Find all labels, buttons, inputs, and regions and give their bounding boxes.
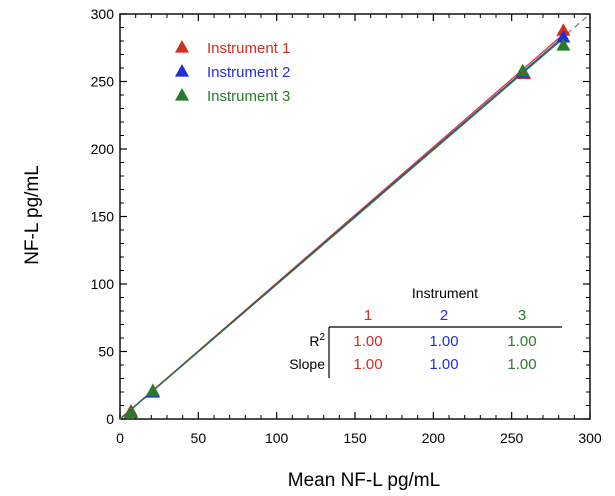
y-tick-label: 300 — [91, 6, 115, 22]
y-tick-label: 50 — [98, 344, 114, 360]
y-tick-label: 200 — [91, 141, 115, 157]
data-point-instrument-1 — [556, 23, 571, 36]
table-column-header: 3 — [518, 307, 526, 324]
data-point-instrument-2 — [556, 29, 571, 43]
x-tick-label: 50 — [191, 430, 207, 446]
y-tick-label: 100 — [91, 276, 115, 292]
legend-marker-instrument-1 — [175, 40, 189, 53]
table-row-label: R2 — [309, 332, 325, 349]
y-tick-label: 0 — [106, 411, 114, 427]
x-tick-label: 0 — [116, 430, 124, 446]
table-cell: 1.00 — [429, 356, 458, 373]
table-column-header: 1 — [364, 307, 372, 324]
data-point-instrument-3 — [145, 383, 160, 397]
legend-marker-instrument-3 — [175, 88, 189, 101]
table-header: Instrument — [412, 285, 478, 301]
table-cell: 1.00 — [353, 333, 382, 350]
table-cell: 1.00 — [353, 356, 382, 373]
y-axis-title: NF-L pg/mL — [22, 165, 43, 265]
legend-marker-instrument-2 — [175, 64, 189, 77]
data-point-instrument-3 — [515, 63, 530, 77]
table-row-label-superscript: 2 — [319, 332, 325, 343]
fit-line-instrument-3 — [119, 35, 567, 420]
data-point-instrument-3 — [556, 38, 571, 51]
legend-label-instrument-3: Instrument 3 — [207, 88, 290, 105]
x-tick-label: 150 — [343, 430, 367, 446]
x-tick-label: 250 — [500, 430, 524, 446]
table-row-label-text: Slope — [289, 356, 325, 372]
y-tick-label: 250 — [91, 74, 115, 90]
table-row-label-text: R — [309, 333, 319, 349]
x-tick-label: 300 — [578, 430, 602, 446]
table-column-header: 2 — [440, 307, 448, 324]
x-tick-label: 200 — [422, 430, 446, 446]
y-tick-label: 150 — [91, 209, 115, 225]
data-point-instrument-3 — [123, 405, 138, 418]
x-axis-title: Mean NF-L pg/mL — [288, 470, 440, 491]
legend-label-instrument-2: Instrument 2 — [207, 64, 290, 81]
table-cell: 1.00 — [507, 356, 536, 373]
x-tick-label: 100 — [265, 430, 289, 446]
table-cell: 1.00 — [507, 333, 536, 350]
table-cell: 1.00 — [429, 333, 458, 350]
table-row-label: Slope — [289, 356, 325, 372]
legend-label-instrument-1: Instrument 1 — [207, 40, 290, 57]
